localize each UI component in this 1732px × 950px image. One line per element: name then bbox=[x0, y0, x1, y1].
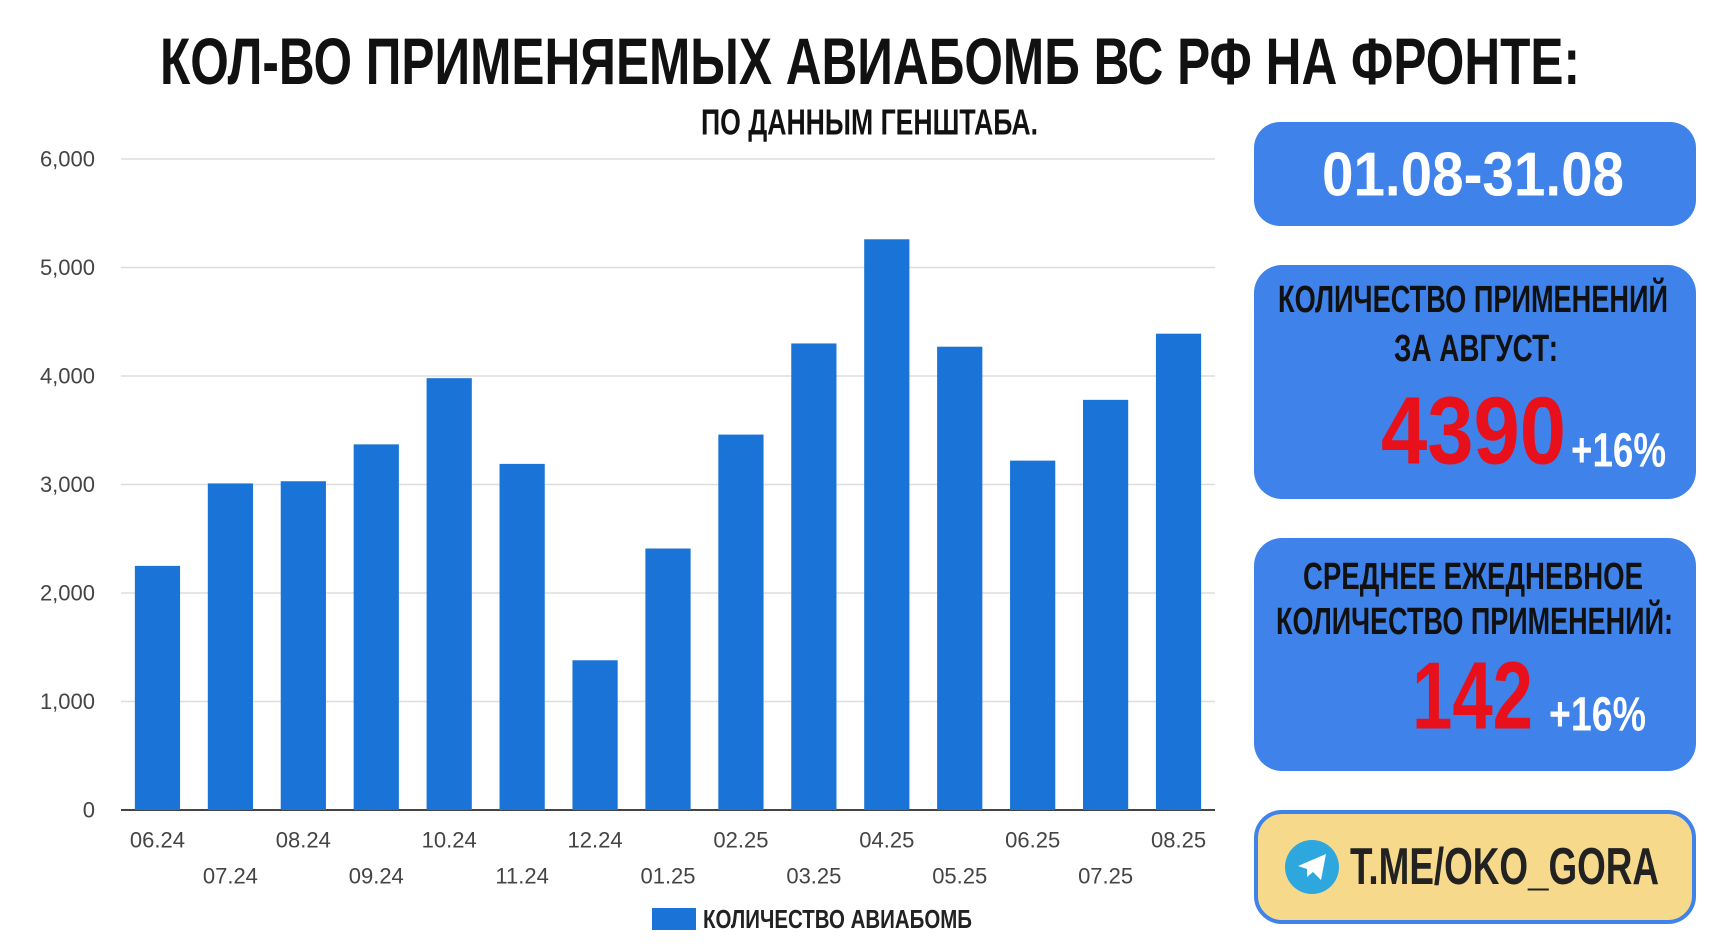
bar bbox=[937, 346, 983, 810]
daily-label: КОЛИЧЕСТВО ПРИМЕНЕНИЙ: bbox=[1276, 598, 1673, 643]
x-tick-label: 07.24 bbox=[203, 864, 258, 889]
daily-panel bbox=[1254, 538, 1696, 771]
bar bbox=[791, 343, 837, 810]
chart-title: КОЛ-ВО ПРИМЕНЯЕМЫХ АВИАБОМБ ВС РФ НА ФРО… bbox=[160, 24, 1580, 98]
bar bbox=[572, 660, 618, 810]
x-tick-label: 08.24 bbox=[276, 828, 331, 853]
bar bbox=[426, 378, 472, 810]
x-tick-label: 05.25 bbox=[932, 864, 987, 889]
bar bbox=[134, 565, 181, 810]
bar bbox=[718, 434, 764, 810]
x-tick-label: 11.24 bbox=[495, 864, 548, 889]
period: 01.08-31.08 bbox=[1322, 141, 1624, 210]
x-tick-label: 08.25 bbox=[1151, 828, 1206, 853]
y-tick-label: 0 bbox=[83, 798, 95, 823]
total-change: +16% bbox=[1571, 425, 1666, 478]
bar bbox=[1155, 333, 1202, 810]
daily-value: 142 bbox=[1412, 643, 1533, 750]
total-value: 4390 bbox=[1381, 378, 1566, 485]
link-panel bbox=[1254, 810, 1696, 924]
x-tick-label: 06.24 bbox=[130, 828, 185, 853]
x-tick-label: 04.25 bbox=[859, 828, 914, 853]
x-tick-label: 10.24 bbox=[422, 828, 477, 853]
x-tick-label: 12.24 bbox=[568, 828, 623, 853]
total-label: КОЛИЧЕСТВО ПРИМЕНЕНИЙ bbox=[1278, 276, 1668, 321]
bar bbox=[353, 444, 399, 810]
bar bbox=[1082, 399, 1129, 810]
x-tick-label: 03.25 bbox=[786, 864, 841, 889]
bar bbox=[499, 463, 545, 810]
y-tick-label: 2,000 bbox=[40, 581, 95, 606]
bar bbox=[280, 481, 326, 810]
bar bbox=[207, 483, 254, 810]
x-tick-label: 09.24 bbox=[349, 864, 404, 889]
x-tick-label: 07.25 bbox=[1078, 864, 1133, 889]
chart-subtitle: ПО ДАННЫМ ГЕНШТАБА. bbox=[701, 102, 1038, 143]
bar bbox=[1010, 460, 1056, 810]
daily-change: +16% bbox=[1549, 689, 1646, 742]
y-tick-label: 6,000 bbox=[40, 147, 95, 172]
link: T.ME/OKO_GORA bbox=[1350, 838, 1659, 896]
y-tick-label: 1,000 bbox=[40, 689, 95, 714]
y-tick-label: 3,000 bbox=[40, 472, 95, 497]
x-tick-label: 01.25 bbox=[640, 864, 695, 889]
x-tick-label: 02.25 bbox=[713, 828, 768, 853]
y-tick-label: 4,000 bbox=[40, 364, 95, 389]
total-panel bbox=[1254, 265, 1696, 499]
telegram-plane bbox=[1298, 854, 1326, 880]
period-panel bbox=[1254, 122, 1696, 226]
y-tick-label: 5,000 bbox=[40, 255, 95, 280]
bar bbox=[645, 548, 691, 810]
daily-label: СРЕДНЕЕ ЕЖЕДНЕВНОЕ bbox=[1303, 556, 1643, 598]
legend-label: КОЛИЧЕСТВО АВИАБОМБ bbox=[703, 904, 972, 934]
x-tick-label: 06.25 bbox=[1005, 828, 1060, 853]
total-label: ЗА АВГУСТ: bbox=[1394, 328, 1558, 370]
bar bbox=[864, 239, 910, 811]
legend-swatch bbox=[652, 908, 696, 930]
